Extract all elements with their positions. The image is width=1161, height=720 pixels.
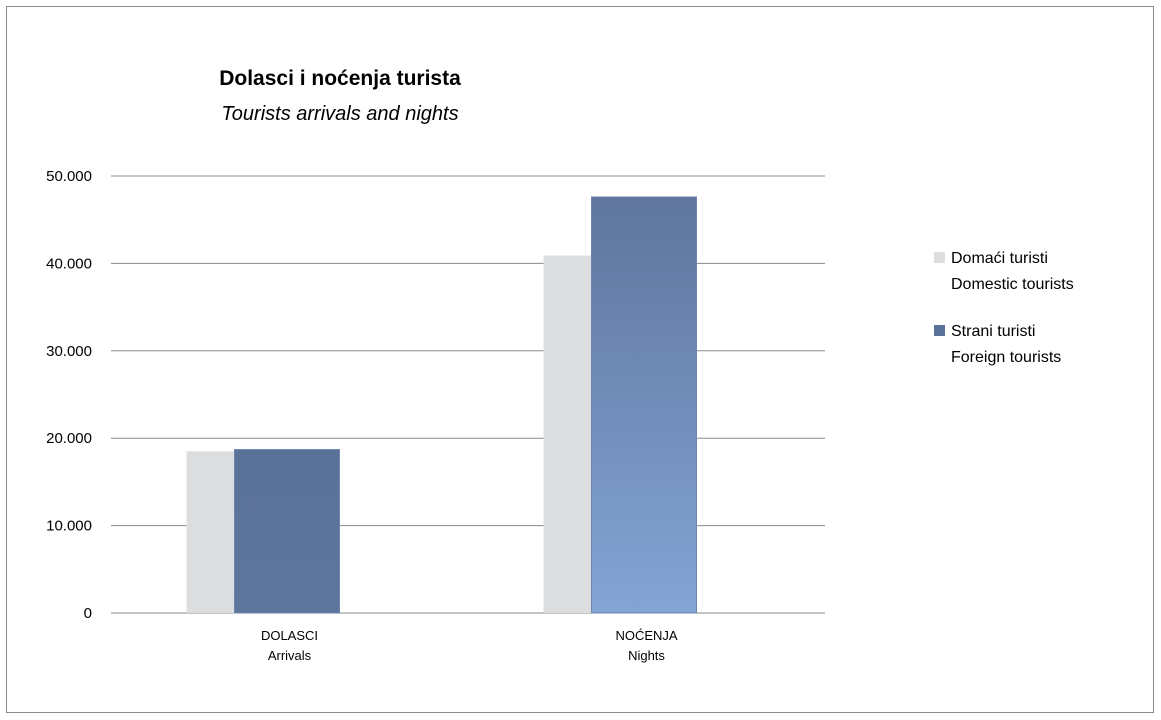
x-tick-label: DOLASCI (261, 628, 318, 643)
y-tick-label: 40.000 (46, 255, 92, 272)
x-tick-label: NOĆENJA (615, 628, 677, 643)
legend-label-domestic-en: Domestic tourists (951, 276, 1074, 293)
chart-title: Dolasci i noćenja turista (219, 67, 461, 90)
legend: Domaći turisti Domestic tourists Strani … (934, 250, 1074, 366)
legend-label-foreign: Strani turisti (951, 323, 1035, 340)
y-tick-label: 30.000 (46, 343, 92, 360)
legend-swatch-domestic (934, 252, 945, 263)
y-tick-label: 20.000 (46, 430, 92, 447)
y-axis-ticks: 0 10.000 20.000 30.000 40.000 50.000 (46, 168, 92, 622)
y-tick-label: 50.000 (46, 168, 92, 185)
bars (186, 196, 697, 614)
y-tick-label: 10.000 (46, 518, 92, 535)
x-tick-sublabel: Nights (628, 648, 665, 663)
x-axis-ticks: DOLASCI Arrivals NOĆENJA Nights (261, 628, 678, 663)
x-tick-sublabel: Arrivals (268, 648, 312, 663)
chart-subtitle: Tourists arrivals and nights (221, 103, 458, 125)
legend-label-domestic: Domaći turisti (951, 250, 1048, 267)
bar-foreign (591, 196, 697, 614)
legend-label-foreign-en: Foreign tourists (951, 349, 1061, 366)
legend-swatch-foreign (934, 325, 945, 336)
bar-foreign (234, 449, 340, 614)
y-tick-label: 0 (84, 605, 92, 622)
